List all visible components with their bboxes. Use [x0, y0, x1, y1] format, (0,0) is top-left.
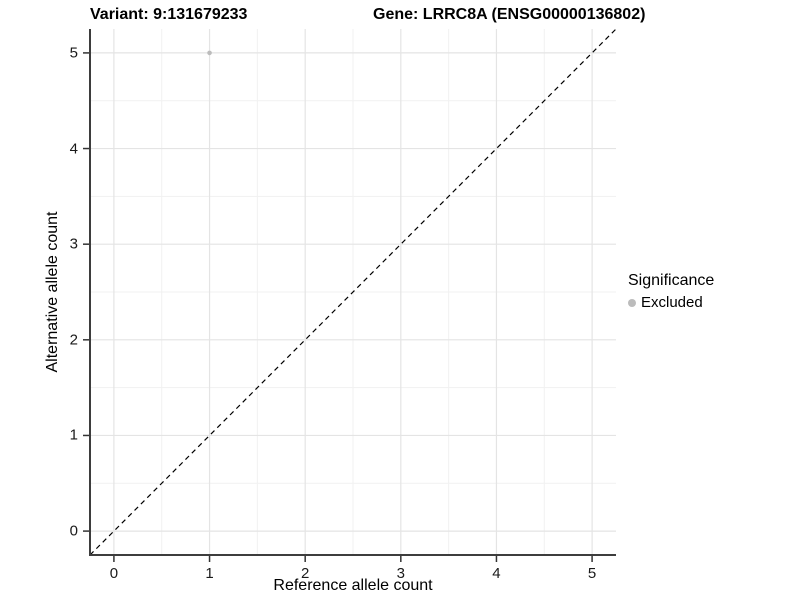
x-tick-label: 3 — [396, 565, 405, 582]
x-tick-label: 4 — [492, 565, 501, 582]
identity-dashed-line — [89, 28, 617, 556]
x-axis-title: Reference allele count — [273, 577, 433, 594]
data-point — [207, 50, 212, 56]
y-tick-label: 2 — [69, 331, 78, 349]
y-tick-label: 4 — [69, 140, 78, 158]
plot-title-variant: Variant: 9:131679233 — [90, 6, 248, 23]
plot-title-gene: Gene: LRRC8A (ENSG00000136802) — [373, 6, 646, 23]
legend-item-excluded: Excluded — [628, 294, 714, 311]
y-tick-label: 1 — [69, 426, 78, 444]
y-tick-label: 5 — [69, 44, 78, 62]
x-tick-label: 0 — [109, 565, 119, 582]
legend-title: Significance — [628, 272, 715, 289]
legend: Significance Excluded — [628, 272, 714, 311]
x-tick-label: 5 — [587, 565, 597, 582]
x-tick-label: 2 — [301, 565, 310, 582]
legend-key-dot-icon — [628, 298, 636, 307]
y-tick-label: 3 — [69, 235, 78, 253]
legend-item-label: Excluded — [641, 294, 703, 311]
y-axis-title: Alternative allele count — [44, 211, 61, 373]
x-tick-label: 1 — [205, 565, 214, 582]
y-tick-label: 0 — [69, 522, 78, 540]
